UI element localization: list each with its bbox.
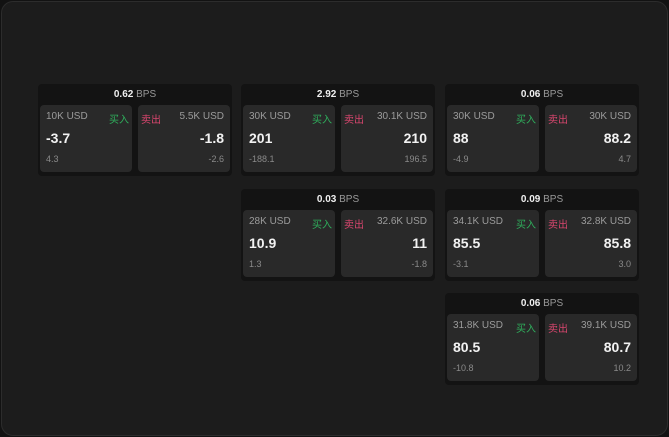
sell-panel[interactable]: 卖出 5.5K USD -1.8 -2.6: [138, 105, 230, 172]
spread-value: 2.92: [316, 89, 337, 100]
spread-value: 0.62: [113, 89, 134, 100]
price-card: 0.03 BPS 28K USD 买入 10.9 1.3 卖出 32.6K US…: [241, 189, 435, 281]
spread-unit: BPS: [136, 89, 157, 100]
sell-change: 3.0: [618, 259, 631, 269]
buy-panel[interactable]: 30K USD 买入 201 -188.1: [243, 105, 335, 172]
buy-quantity: 28K USD: [249, 216, 291, 227]
buy-change: -188.1: [249, 154, 275, 164]
sell-quantity: 39.1K USD: [580, 320, 631, 331]
sell-quantity: 30K USD: [589, 111, 631, 122]
spread-header: 0.03 BPS: [241, 189, 435, 210]
spread-value: 0.03: [316, 194, 337, 205]
sell-panel[interactable]: 卖出 32.8K USD 85.8 3.0: [545, 210, 637, 277]
spread-unit: BPS: [543, 89, 564, 100]
buy-panel[interactable]: 28K USD 买入 10.9 1.3: [243, 210, 335, 277]
sell-price: 80.7: [603, 339, 631, 355]
buy-label: 买入: [516, 115, 536, 126]
sell-panel[interactable]: 卖出 30.1K USD 210 196.5: [341, 105, 433, 172]
spread-value: 0.09: [520, 194, 541, 205]
spread-value: 0.06: [520, 89, 541, 100]
spread-header: 0.06 BPS: [445, 293, 639, 314]
price-card: 0.06 BPS 31.8K USD 买入 80.5 -10.8 卖出 39.1…: [445, 293, 639, 385]
buy-change: -3.1: [453, 259, 469, 269]
buy-price: 85.5: [453, 235, 481, 251]
buy-label: 买入: [109, 115, 129, 126]
sell-change: 196.5: [404, 154, 427, 164]
sell-quantity: 30.1K USD: [376, 111, 427, 122]
price-card: 0.62 BPS 10K USD 买入 -3.7 4.3 卖出 5.5K USD…: [38, 84, 232, 176]
sell-quantity: 5.5K USD: [179, 111, 224, 122]
buy-quantity: 30K USD: [249, 111, 291, 122]
buy-price: 201: [249, 130, 273, 146]
sell-change: -2.6: [208, 154, 224, 164]
sell-panel[interactable]: 卖出 39.1K USD 80.7 10.2: [545, 314, 637, 381]
buy-label: 买入: [312, 220, 332, 231]
buy-change: -10.8: [453, 363, 474, 373]
buy-quantity: 31.8K USD: [453, 320, 504, 331]
sell-change: 4.7: [618, 154, 631, 164]
buy-label: 买入: [312, 115, 332, 126]
price-card: 2.92 BPS 30K USD 买入 201 -188.1 卖出 30.1K …: [241, 84, 435, 176]
sell-change: -1.8: [411, 259, 427, 269]
buy-price: 80.5: [453, 339, 481, 355]
spread-unit: BPS: [543, 298, 564, 309]
sell-label: 卖出: [344, 115, 364, 126]
buy-panel[interactable]: 10K USD 买入 -3.7 4.3: [40, 105, 132, 172]
spread-unit: BPS: [543, 194, 564, 205]
sell-price: -1.8: [199, 130, 224, 146]
sell-price: 11: [412, 235, 427, 251]
sell-label: 卖出: [548, 220, 568, 231]
sell-quantity: 32.8K USD: [580, 216, 631, 227]
spread-header: 0.62 BPS: [38, 84, 232, 105]
sell-label: 卖出: [344, 220, 364, 231]
buy-change: -4.9: [453, 154, 469, 164]
sell-label: 卖出: [548, 324, 568, 335]
buy-price: 10.9: [249, 235, 277, 251]
sell-price: 210: [403, 130, 427, 146]
buy-price: -3.7: [46, 130, 71, 146]
spread-value: 0.06: [520, 298, 541, 309]
buy-quantity: 34.1K USD: [453, 216, 504, 227]
buy-price: 88: [453, 130, 469, 146]
spread-header: 0.09 BPS: [445, 189, 639, 210]
buy-panel[interactable]: 31.8K USD 买入 80.5 -10.8: [447, 314, 539, 381]
sell-label: 卖出: [141, 115, 161, 126]
buy-quantity: 10K USD: [46, 111, 88, 122]
buy-change: 4.3: [46, 154, 59, 164]
buy-quantity: 30K USD: [453, 111, 495, 122]
buy-label: 买入: [516, 220, 536, 231]
buy-change: 1.3: [249, 259, 262, 269]
spread-unit: BPS: [339, 194, 360, 205]
price-card: 0.09 BPS 34.1K USD 买入 85.5 -3.1 卖出 32.8K…: [445, 189, 639, 281]
sell-panel[interactable]: 卖出 30K USD 88.2 4.7: [545, 105, 637, 172]
sell-change: 10.2: [613, 363, 631, 373]
sell-label: 卖出: [548, 115, 568, 126]
price-card: 0.06 BPS 30K USD 买入 88 -4.9 卖出 30K USD 8…: [445, 84, 639, 176]
sell-price: 85.8: [603, 235, 631, 251]
spread-header: 2.92 BPS: [241, 84, 435, 105]
sell-quantity: 32.6K USD: [376, 216, 427, 227]
sell-price: 88.2: [603, 130, 631, 146]
buy-label: 买入: [516, 324, 536, 335]
sell-panel[interactable]: 卖出 32.6K USD 11 -1.8: [341, 210, 433, 277]
buy-panel[interactable]: 30K USD 买入 88 -4.9: [447, 105, 539, 172]
buy-panel[interactable]: 34.1K USD 买入 85.5 -3.1: [447, 210, 539, 277]
spread-unit: BPS: [339, 89, 360, 100]
spread-header: 0.06 BPS: [445, 84, 639, 105]
